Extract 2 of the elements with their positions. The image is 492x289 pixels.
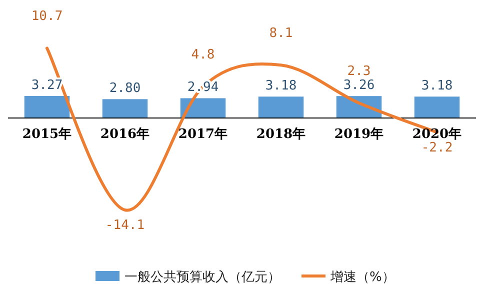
legend-label: 增速（%） [330,270,395,285]
legend-label: 一般公共预算收入（亿元） [124,270,280,285]
